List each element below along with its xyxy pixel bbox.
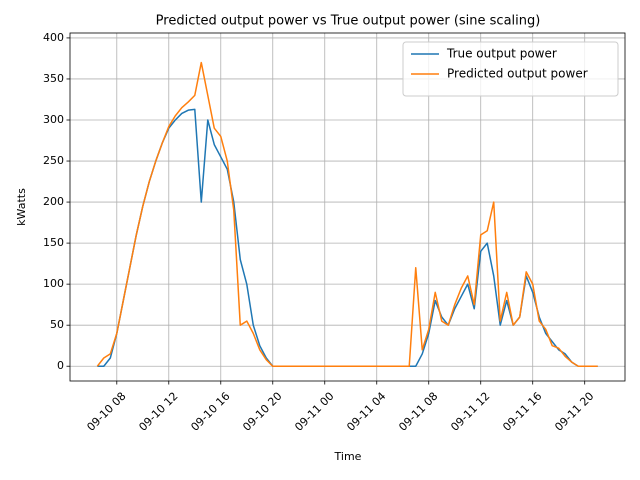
x-tick-label: 09-11 16: [500, 390, 544, 434]
x-tick-label: 09-11 12: [448, 390, 492, 434]
chart-title: Predicted output power vs True output po…: [156, 14, 541, 29]
y-tick-label: 400: [43, 31, 64, 44]
y-tick-label: 100: [43, 277, 64, 290]
x-tick-label: 09-10 12: [136, 390, 180, 434]
x-tick-label: 09-10 20: [240, 390, 284, 434]
y-tick-label: 300: [43, 113, 64, 126]
y-tick-label: 50: [50, 318, 64, 331]
series-line: [97, 108, 598, 367]
x-tick-label: 09-11 20: [552, 390, 596, 434]
legend-label: True output power: [446, 47, 557, 61]
x-tick-label: 09-10 16: [188, 390, 232, 434]
y-tick-label: 0: [57, 359, 64, 372]
y-tick-label: 200: [43, 195, 64, 208]
y-tick-label: 350: [43, 72, 64, 85]
legend-label: Predicted output power: [447, 67, 588, 81]
x-tick-label: 09-11 04: [344, 390, 388, 434]
legend-box: [402, 41, 619, 97]
y-axis-label: kWatts: [15, 188, 28, 226]
x-tick-label: 09-11 00: [292, 390, 336, 434]
legend: True output power Predicted output power: [402, 41, 619, 97]
x-axis-label: Time: [334, 450, 362, 463]
y-tick-label: 250: [43, 154, 64, 167]
plot-frame: [69, 32, 626, 382]
series-line: [96, 61, 598, 367]
y-tick-label: 150: [43, 236, 64, 249]
x-tick-label: 09-10 08: [84, 390, 128, 434]
x-tick-label: 09-11 08: [396, 390, 440, 434]
